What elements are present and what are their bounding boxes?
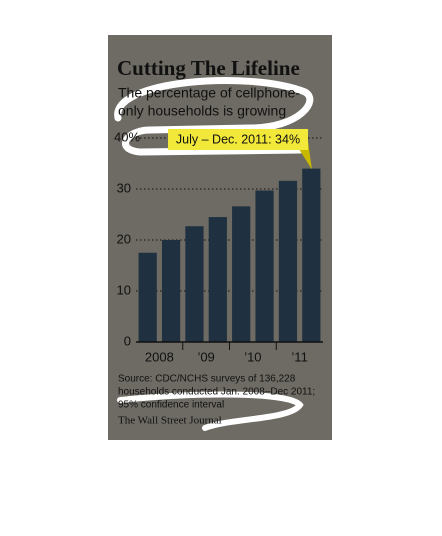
highlight-scribble	[114, 77, 314, 156]
subtitle: The percentage of cellphone-	[118, 85, 300, 101]
y-tick-label: 0	[124, 333, 131, 348]
bar	[208, 217, 227, 342]
bar	[278, 180, 298, 342]
bar	[232, 206, 251, 342]
source: Source: CDC/NCHS surveys of 136,228	[118, 374, 296, 385]
highlight-scribble	[117, 391, 304, 431]
bar	[185, 226, 204, 342]
y-tick-label: 40%	[114, 129, 140, 144]
bar	[138, 252, 157, 342]
y-tick-label: 30	[117, 180, 131, 195]
credit: The Wall Street Journal	[118, 415, 222, 427]
x-tick-label: ’09	[197, 349, 214, 364]
bar	[302, 168, 321, 342]
y-tick-label: 20	[117, 231, 131, 246]
source: 95% confidence interval	[118, 400, 224, 411]
annotation-box	[168, 129, 308, 150]
x-tick-label: ’11	[291, 349, 307, 364]
bar	[255, 190, 274, 342]
bar	[161, 240, 181, 342]
x-tick-label: 2008	[145, 349, 174, 364]
x-tick-label: ’10	[244, 349, 261, 364]
source: households conducted Jan. 2008–Dec 2011;	[118, 387, 315, 398]
chart-title: Cutting The Lifeline	[117, 56, 300, 80]
subtitle: only households is growing	[118, 103, 286, 119]
annotation: July – Dec. 2011: 34%	[176, 132, 300, 146]
y-tick-label: 10	[117, 282, 131, 297]
